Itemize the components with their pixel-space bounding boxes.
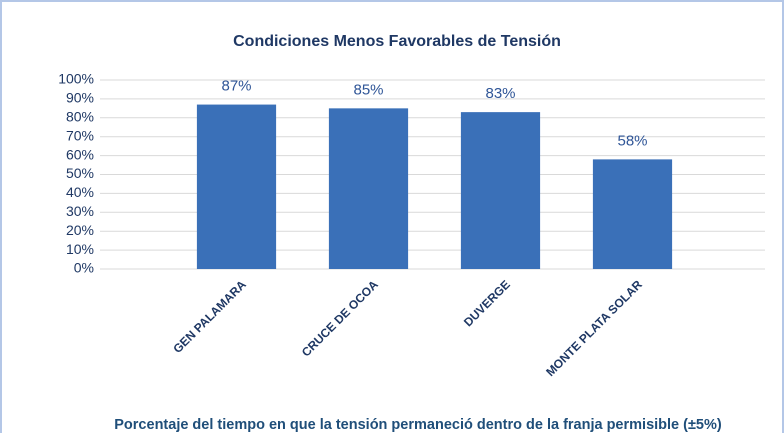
y-tick-label: 100% <box>58 71 94 87</box>
y-tick-label: 70% <box>66 127 94 143</box>
bar <box>196 104 277 269</box>
y-tick-label: 40% <box>66 184 94 200</box>
y-tick-label: 20% <box>66 222 94 238</box>
value-label: 85% <box>353 81 383 98</box>
y-tick-label: 30% <box>66 203 94 219</box>
x-axis-label: Porcentaje del tiempo en que la tensión … <box>114 417 722 433</box>
y-tick-label: 60% <box>66 146 94 162</box>
bar <box>460 112 541 269</box>
bar <box>592 159 673 269</box>
y-tick-label: 10% <box>66 241 94 257</box>
y-tick-label: 90% <box>66 90 94 106</box>
y-tick-label: 50% <box>66 165 94 181</box>
value-label: 87% <box>221 78 251 95</box>
value-label: 58% <box>617 132 647 149</box>
y-tick-label: 0% <box>74 260 94 276</box>
chart-title: Condiciones Menos Favorables de Tensión <box>233 33 561 50</box>
bar <box>328 108 409 269</box>
value-label: 83% <box>485 85 515 102</box>
y-tick-label: 80% <box>66 109 94 125</box>
